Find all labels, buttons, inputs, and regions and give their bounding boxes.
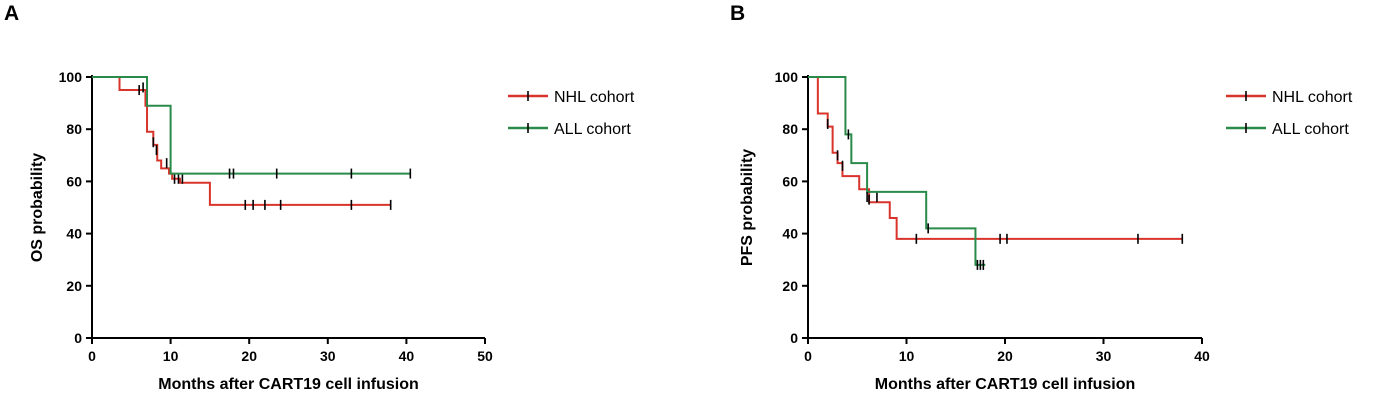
series-line-1 xyxy=(808,76,986,266)
y-tick-label: 60 xyxy=(66,173,82,189)
panel-a: A 0 10 20 30 40 50 0 20 40 60 80 100 Months after CA… xyxy=(4,2,635,393)
x-tick-label: 40 xyxy=(1194,348,1210,364)
y-tick-label: 40 xyxy=(66,226,82,242)
os-chart: 0 10 20 30 40 50 0 20 40 60 80 100 Months after CART… xyxy=(29,69,635,393)
x-tick-label: 0 xyxy=(804,348,812,364)
panel-label-b: B xyxy=(730,2,746,25)
x-tick-label: 10 xyxy=(899,348,915,364)
y-axis-title: PFS probability xyxy=(739,149,756,266)
x-tick-label: 10 xyxy=(163,348,179,364)
series-line-0 xyxy=(92,76,391,206)
y-tick-label: 60 xyxy=(782,173,798,189)
y-tick-label: 20 xyxy=(66,278,82,294)
x-tick-label: 20 xyxy=(997,348,1013,364)
series-line-1 xyxy=(92,76,411,175)
y-tick-label: 40 xyxy=(782,226,798,242)
y-tick-label: 100 xyxy=(775,69,799,85)
y-tick-label: 80 xyxy=(66,121,82,137)
y-tick-label: 0 xyxy=(74,330,82,346)
x-tick-label: 40 xyxy=(399,348,415,364)
x-axis-title: Months after CART19 cell infusion xyxy=(875,376,1135,393)
y-tick-label: 80 xyxy=(782,121,798,137)
pfs-chart: 0 10 20 30 40 0 20 40 60 80 100 Months after CART19… xyxy=(739,69,1353,393)
x-tick-label: 0 xyxy=(88,348,96,364)
legend-label-0: NHL cohort xyxy=(554,89,635,106)
legend-label-1: ALL cohort xyxy=(1272,121,1349,138)
x-tick-label: 30 xyxy=(1096,348,1112,364)
series-line-0 xyxy=(808,76,1183,240)
legend-label-0: NHL cohort xyxy=(1272,89,1353,106)
legend-label-1: ALL cohort xyxy=(554,121,631,138)
y-tick-label: 20 xyxy=(782,278,798,294)
y-tick-label: 0 xyxy=(790,330,798,346)
y-axis-title: OS probability xyxy=(29,153,46,262)
panel-b: B 0 10 20 30 40 0 20 40 60 80 100 Months after CART… xyxy=(690,0,1379,405)
x-tick-label: 20 xyxy=(241,348,257,364)
x-axis-title: Months after CART19 cell infusion xyxy=(158,376,418,393)
panel-label-a: A xyxy=(4,2,20,25)
x-tick-label: 30 xyxy=(320,348,336,364)
x-tick-label: 50 xyxy=(477,348,493,364)
y-tick-label: 100 xyxy=(59,69,83,85)
